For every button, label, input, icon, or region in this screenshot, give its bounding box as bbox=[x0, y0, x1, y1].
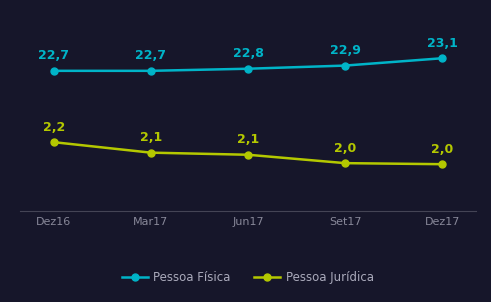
Text: 2,1: 2,1 bbox=[237, 133, 259, 146]
Text: 2,2: 2,2 bbox=[43, 121, 65, 134]
Pessoa Física bbox=[439, 56, 445, 60]
Pessoa Jurídica bbox=[148, 151, 154, 154]
Pessoa Jurídica bbox=[51, 140, 56, 144]
Text: 23,1: 23,1 bbox=[427, 37, 458, 50]
Legend: Pessoa Física, Pessoa Jurídica: Pessoa Física, Pessoa Jurídica bbox=[117, 267, 379, 289]
Text: 22,9: 22,9 bbox=[329, 44, 360, 57]
Text: 2,0: 2,0 bbox=[431, 143, 453, 156]
Text: 22,8: 22,8 bbox=[233, 47, 263, 60]
Text: 22,7: 22,7 bbox=[38, 50, 69, 63]
Pessoa Física bbox=[51, 69, 56, 73]
Pessoa Física bbox=[342, 64, 348, 67]
Text: 2,1: 2,1 bbox=[139, 131, 162, 144]
Pessoa Física bbox=[148, 69, 154, 73]
Text: 2,0: 2,0 bbox=[334, 142, 356, 155]
Pessoa Jurídica bbox=[439, 162, 445, 166]
Pessoa Jurídica bbox=[342, 161, 348, 165]
Text: 22,7: 22,7 bbox=[136, 50, 166, 63]
Pessoa Física bbox=[245, 67, 251, 71]
Line: Pessoa Jurídica: Pessoa Jurídica bbox=[50, 139, 446, 168]
Pessoa Jurídica bbox=[245, 153, 251, 156]
Line: Pessoa Física: Pessoa Física bbox=[50, 55, 446, 74]
